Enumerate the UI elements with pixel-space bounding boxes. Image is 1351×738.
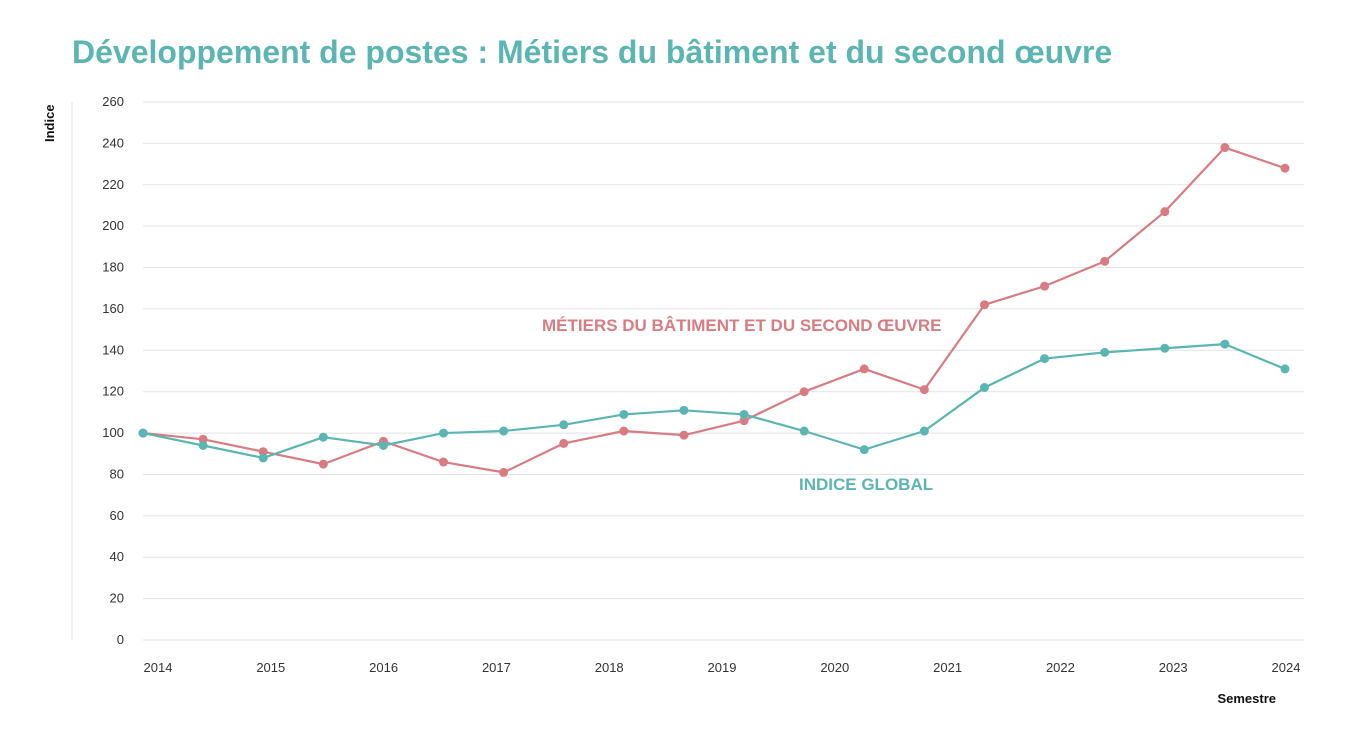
point-global-0	[138, 428, 148, 438]
x-tick-2022: 2022	[1046, 660, 1075, 675]
y-tick-240: 240	[102, 135, 124, 150]
point-metiers-15	[1040, 281, 1050, 291]
point-global-11	[799, 426, 809, 436]
x-tick-2016: 2016	[369, 660, 398, 675]
series-global	[138, 339, 1290, 463]
point-global-17	[1160, 343, 1170, 353]
point-metiers-3	[318, 459, 328, 469]
point-global-10	[739, 409, 749, 419]
x-axis-title: Semestre	[1217, 691, 1276, 706]
point-global-5	[439, 428, 449, 438]
point-global-7	[559, 420, 569, 430]
point-global-2	[258, 453, 268, 463]
series-label-global: INDICE GLOBAL	[799, 475, 933, 494]
y-tick-40: 40	[110, 549, 124, 564]
point-metiers-9	[679, 430, 689, 440]
point-global-15	[1040, 354, 1050, 364]
y-tick-120: 120	[102, 384, 124, 399]
x-tick-labels: 2014 2015 2016 2017 2018 2019 2020 2021 2022 2023…	[144, 660, 1301, 675]
point-metiers-7	[559, 438, 569, 448]
x-tick-2014: 2014	[144, 660, 173, 675]
series-line-global	[142, 343, 1286, 460]
y-tick-140: 140	[102, 342, 124, 357]
y-tick-220: 220	[102, 177, 124, 192]
series-metiers	[138, 143, 1290, 477]
gridlines	[143, 101, 1304, 641]
point-global-4	[378, 440, 388, 450]
point-metiers-6	[499, 467, 509, 477]
point-global-19	[1280, 364, 1290, 374]
point-global-6	[499, 426, 509, 436]
y-tick-180: 180	[102, 260, 124, 275]
point-metiers-13	[919, 385, 929, 395]
series-line-metiers	[142, 146, 1286, 474]
point-metiers-2	[258, 447, 268, 457]
point-global-16	[1100, 347, 1110, 357]
series-group	[138, 143, 1290, 477]
y-tick-labels: 0 20 40 60 80 100 120 140 160 180 200 220 240 260	[102, 94, 124, 647]
series-label-metiers: MÉTIERS DU BÂTIMENT ET DU SECOND ŒUVRE	[542, 316, 942, 335]
y-tick-80: 80	[110, 466, 124, 481]
y-tick-60: 60	[110, 508, 124, 523]
point-metiers-10	[739, 416, 749, 426]
y-tick-200: 200	[102, 218, 124, 233]
point-metiers-16	[1100, 256, 1110, 266]
point-global-12	[859, 445, 869, 455]
point-global-1	[198, 440, 208, 450]
x-tick-2018: 2018	[595, 660, 624, 675]
point-metiers-5	[439, 457, 449, 467]
point-metiers-1	[198, 434, 208, 444]
y-tick-100: 100	[102, 425, 124, 440]
y-tick-20: 20	[110, 591, 124, 606]
point-global-8	[619, 409, 629, 419]
point-metiers-19	[1280, 163, 1290, 173]
point-metiers-11	[799, 387, 809, 397]
x-tick-2024: 2024	[1272, 660, 1301, 675]
chart-title: Développement de postes : Métiers du bât…	[72, 34, 1113, 70]
y-tick-260: 260	[102, 94, 124, 109]
x-tick-2017: 2017	[482, 660, 511, 675]
point-global-14	[979, 383, 989, 393]
y-tick-160: 160	[102, 301, 124, 316]
x-tick-2021: 2021	[933, 660, 962, 675]
point-global-18	[1220, 339, 1230, 349]
point-metiers-14	[979, 300, 989, 310]
point-metiers-8	[619, 426, 629, 436]
point-global-3	[318, 432, 328, 442]
x-tick-2023: 2023	[1159, 660, 1188, 675]
y-axis-title: Indice	[42, 104, 57, 142]
point-metiers-12	[859, 364, 869, 374]
x-tick-2019: 2019	[708, 660, 737, 675]
point-metiers-18	[1220, 143, 1230, 153]
y-tick-0: 0	[117, 632, 124, 647]
x-tick-2015: 2015	[256, 660, 285, 675]
point-global-9	[679, 405, 689, 415]
x-tick-2020: 2020	[820, 660, 849, 675]
point-metiers-17	[1160, 207, 1170, 217]
point-global-13	[919, 426, 929, 436]
